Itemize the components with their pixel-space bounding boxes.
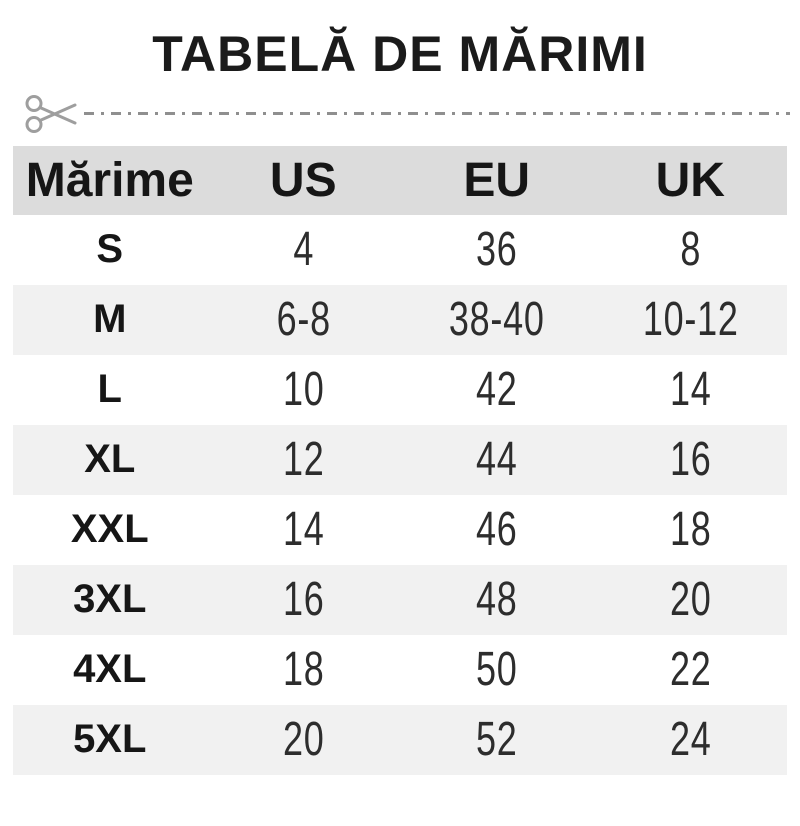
size-cell: S [96, 227, 124, 271]
us-cell: 20 [282, 713, 325, 766]
column-header-uk: UK [655, 153, 725, 207]
cut-line [24, 90, 790, 138]
eu-cell: 38-40 [448, 293, 545, 346]
scissors-icon [24, 91, 78, 137]
column-header-eu: EU [463, 153, 531, 207]
uk-cell: 16 [669, 433, 712, 486]
table-row: XL 12 44 16 [13, 424, 787, 495]
table-row: 4XL 18 50 22 [13, 634, 787, 705]
eu-cell: 48 [475, 573, 518, 626]
uk-cell: 10-12 [642, 293, 739, 346]
size-cell: XL [84, 437, 136, 481]
us-cell: 16 [282, 573, 325, 626]
table-row: XXL 14 46 18 [13, 494, 787, 565]
size-cell: 3XL [73, 577, 147, 621]
uk-cell: 18 [669, 503, 712, 556]
eu-cell: 36 [475, 223, 518, 276]
column-header-size: Mărime [25, 153, 194, 207]
eu-cell: 46 [475, 503, 518, 556]
eu-cell: 52 [475, 713, 518, 766]
table-row: 5XL 20 52 24 [13, 704, 787, 775]
eu-cell: 44 [475, 433, 518, 486]
table-row: S 4 36 8 [13, 214, 787, 285]
us-cell: 14 [282, 503, 325, 556]
eu-cell: 50 [475, 643, 518, 696]
size-cell: M [93, 297, 127, 341]
size-cell: XXL [70, 507, 149, 551]
table-row: M 6-8 38-40 10-12 [13, 284, 787, 355]
us-cell: 4 [292, 223, 314, 276]
us-cell: 10 [282, 363, 325, 416]
us-cell: 6-8 [276, 293, 331, 346]
us-cell: 12 [282, 433, 325, 486]
uk-cell: 8 [679, 223, 701, 276]
column-header-us: US [269, 153, 337, 207]
eu-cell: 42 [475, 363, 518, 416]
uk-cell: 22 [669, 643, 712, 696]
uk-cell: 20 [669, 573, 712, 626]
size-cell: L [97, 367, 122, 411]
size-cell: 5XL [73, 717, 147, 761]
size-cell: 4XL [73, 647, 147, 691]
dashed-cut-line [84, 112, 790, 115]
table-header-row: Mărime US EU UK [13, 145, 787, 215]
size-table: Mărime US EU UK S 4 36 8 M 6-8 38-40 10-… [13, 145, 787, 775]
us-cell: 18 [282, 643, 325, 696]
uk-cell: 24 [669, 713, 712, 766]
uk-cell: 14 [669, 363, 712, 416]
table-row: L 10 42 14 [13, 354, 787, 425]
table-row: 3XL 16 48 20 [13, 564, 787, 635]
page-title: TABELĂ DE MĂRIMI [152, 26, 648, 82]
